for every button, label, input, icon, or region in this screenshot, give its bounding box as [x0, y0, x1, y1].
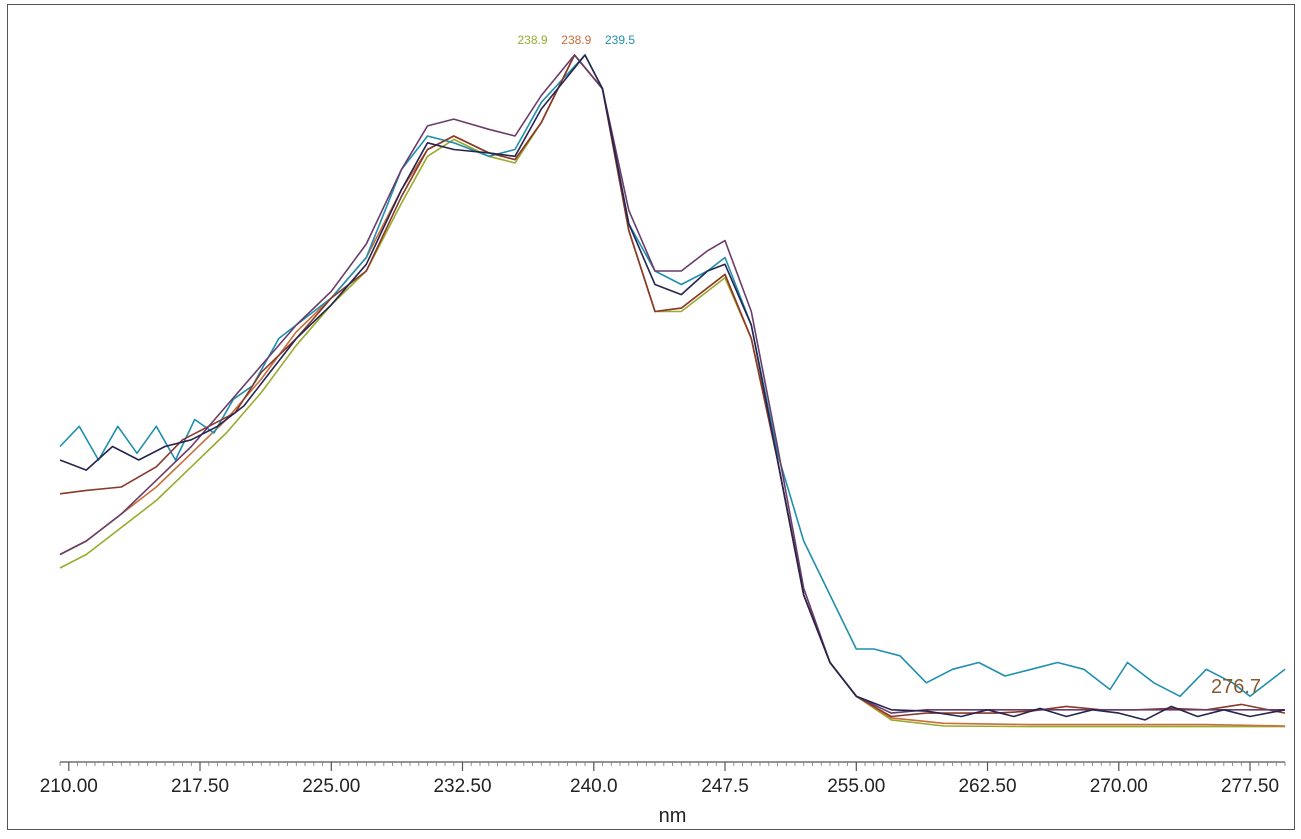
x-tick-label: 270.00: [1090, 776, 1148, 797]
series-line-3: [59, 54, 1286, 698]
x-axis: 210.00 217.50 225.00 232.50 240.0 247.5 255.00…: [40, 761, 1286, 797]
x-tick-label: 262.50: [958, 776, 1016, 797]
x-tick-label: 240.0: [570, 776, 618, 797]
peak-label: 276.7: [1211, 676, 1261, 698]
x-axis-title: nm: [659, 805, 687, 827]
x-axis-major-ticks: 210.00 217.50 225.00 232.50 240.0 247.5 255.00…: [40, 762, 1279, 797]
x-tick-label: 277.50: [1221, 776, 1279, 797]
x-tick-label: 225.00: [302, 776, 360, 797]
annotation-layer: 238.9 238.9 239.5 276.7: [517, 33, 1261, 698]
peak-label: 238.9: [561, 33, 591, 47]
x-tick-label: 210.00: [40, 776, 98, 797]
series-layer: [59, 54, 1286, 728]
x-tick-label: 232.50: [433, 776, 491, 797]
chart-frame: [7, 4, 1295, 830]
peak-label: 238.9: [517, 33, 547, 47]
series-line-6: [59, 54, 1286, 721]
x-tick-label: 255.00: [827, 776, 885, 797]
series-line-5: [59, 54, 1285, 714]
x-tick-label: 247.5: [701, 776, 749, 797]
x-tick-label: 217.50: [171, 776, 229, 797]
x-axis-minor-ticks: [59, 762, 1286, 766]
peak-label: 239.5: [605, 33, 635, 47]
